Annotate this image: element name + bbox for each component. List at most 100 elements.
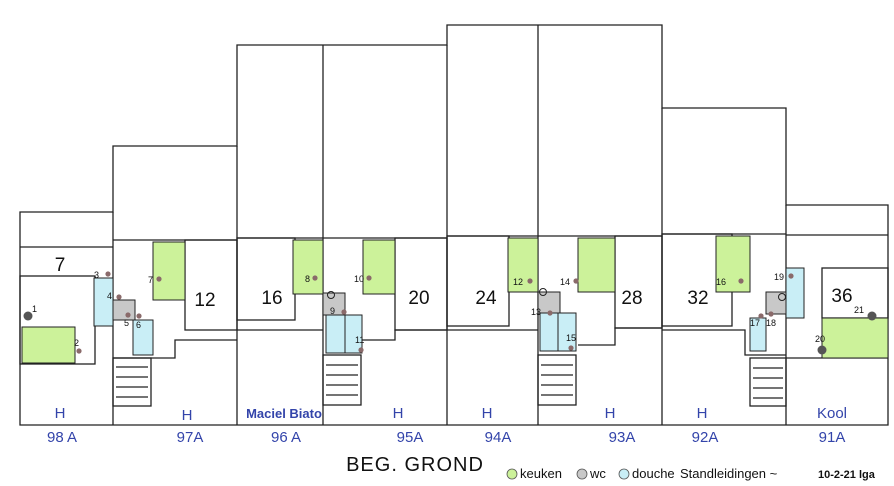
staircase [112, 357, 152, 407]
kitchen-area [507, 237, 539, 293]
standpipe-point-label: 7 [148, 275, 153, 285]
standpipe-point-label: 8 [305, 274, 310, 284]
toilets [112, 291, 787, 321]
standpipe-point-label: 16 [716, 277, 726, 287]
tenant-labels: H H Maciel Biato H H H H Kool [55, 405, 847, 424]
room-number: 16 [261, 288, 282, 309]
kitchen-area [21, 326, 76, 364]
standpipe-point-icon [867, 311, 877, 321]
standpipe-point-label: 12 [513, 277, 523, 287]
kitchen-area [152, 241, 186, 301]
standpipe-point-label: 20 [815, 334, 825, 344]
pipe-circles [327, 288, 786, 301]
room-numbers: 7 12 16 20 24 28 32 36 [55, 255, 853, 311]
shower-area [325, 314, 347, 354]
standpipe-point-icon [366, 275, 372, 281]
tenant-label: H [605, 405, 616, 422]
house-number: 95A [397, 429, 424, 446]
legend-swatch-douche [618, 468, 630, 480]
standpipe-point-icon [817, 345, 827, 355]
legend-swatch-keuken [506, 468, 518, 480]
wall [578, 327, 662, 346]
standpipe-point-icon [527, 278, 533, 284]
standpipe-point-icon [116, 294, 122, 300]
legend-label-douche: douche [632, 466, 675, 481]
standpipe-point-icon [23, 311, 33, 321]
legend: keuken wc douche Standleidingen ~ 10-2-2… [506, 466, 876, 481]
wall [662, 329, 786, 356]
legend-label-wc: wc [589, 466, 606, 481]
tenant-label: H [482, 405, 493, 422]
legend-swatch-wc [576, 468, 588, 480]
standpipe-point-icon [156, 276, 162, 282]
plan-title: BEG. GROND [346, 454, 484, 476]
tenant-label: Kool [817, 405, 847, 422]
house-number: 93A [609, 429, 636, 446]
tenant-label: H [697, 405, 708, 422]
kitchens [21, 235, 889, 364]
building-outline [19, 24, 889, 426]
standpipe-point-icon [125, 312, 131, 318]
standpipe-point-icon [738, 278, 744, 284]
wc-area [112, 299, 136, 321]
room [394, 237, 448, 331]
standpipe-point-icon [547, 310, 553, 316]
staircase [322, 354, 362, 406]
room-number: 32 [687, 288, 708, 309]
staircase [749, 357, 787, 407]
room-number: 28 [621, 288, 642, 309]
room [446, 235, 510, 327]
standpipe-point-label: 17 [750, 318, 760, 328]
room [614, 235, 663, 329]
standpipe-point-icon [312, 275, 318, 281]
shower-area [785, 267, 805, 319]
pipe-circle-icon [778, 293, 786, 301]
showers [93, 267, 805, 356]
house-number: 97A [177, 429, 204, 446]
standpipe-point-icon [768, 311, 774, 317]
shower-area [93, 277, 114, 327]
standpipe-point-icon [358, 347, 364, 353]
wall [113, 339, 237, 359]
wall [360, 329, 447, 341]
kitchen-area [577, 237, 616, 293]
pipe-circle-icon [539, 288, 547, 296]
date-note: 10-2-21 lga [818, 469, 876, 481]
kitchen-area [292, 239, 324, 295]
standpipe-point-label: 4 [107, 291, 112, 301]
tenant-label: H [182, 407, 193, 424]
standpipe-point-icon [568, 345, 574, 351]
standpipe-point-label: 15 [566, 333, 576, 343]
pipe-circle-icon [327, 291, 335, 299]
tenant-label: Maciel Biato [246, 406, 322, 421]
shower-area [557, 312, 577, 352]
shower-area [539, 312, 559, 352]
standpipe-point-label: 14 [560, 277, 570, 287]
shower-area [132, 319, 154, 356]
standpipe-point-label: 11 [355, 335, 364, 345]
house-number: 92A [692, 429, 719, 446]
standpipe-point-icon [136, 313, 142, 319]
shower-area [749, 317, 767, 352]
standpipe-point-label: 5 [124, 318, 129, 328]
standpipe-point-icon [788, 273, 794, 279]
tenant-label: H [393, 405, 404, 422]
standpipe-point-label: 10 [354, 274, 364, 284]
standpipe-point-icon [76, 348, 82, 354]
standpipe-point-label: 13 [531, 307, 541, 317]
standpipe-point-label: 1 [32, 304, 37, 314]
standpipe-point-label: 21 [854, 305, 864, 315]
house-number: 94A [485, 429, 512, 446]
room-number: 7 [55, 255, 66, 276]
room [184, 239, 238, 331]
standpipe-point-label: 6 [136, 320, 141, 330]
room-number: 12 [194, 290, 215, 311]
standpipe-point-label: 2 [74, 338, 79, 348]
standpipe-point-icon [105, 271, 111, 277]
standpipe-point-icon [758, 313, 764, 319]
house-number: 98 A [47, 429, 77, 446]
house-numbers: 98 A 97A 96 A 95A 94A 93A 92A 91A [47, 429, 845, 446]
house-number: 91A [819, 429, 846, 446]
